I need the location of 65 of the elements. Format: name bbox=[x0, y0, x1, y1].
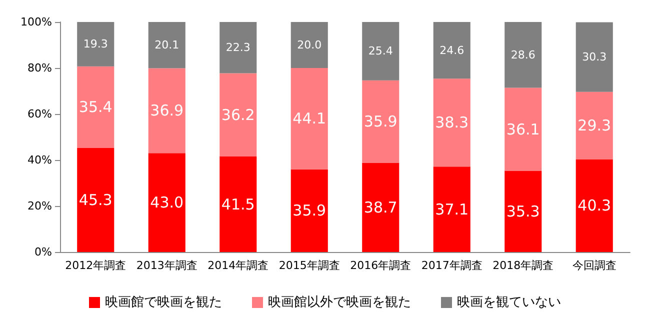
data-label: 29.3 bbox=[578, 116, 612, 135]
bar bbox=[77, 22, 114, 66]
data-label: 37.1 bbox=[435, 200, 469, 218]
bar bbox=[362, 80, 400, 163]
data-label: 35.4 bbox=[78, 98, 112, 116]
data-label: 35.9 bbox=[292, 202, 326, 220]
bar bbox=[77, 148, 114, 252]
bar bbox=[576, 22, 613, 92]
bar bbox=[290, 68, 328, 170]
data-label: 40.3 bbox=[578, 196, 612, 215]
y-tick-label: 40% bbox=[28, 154, 52, 166]
bar bbox=[504, 88, 542, 171]
data-label: 45.3 bbox=[78, 190, 112, 209]
data-label: 24.6 bbox=[440, 44, 464, 57]
bar bbox=[77, 66, 114, 148]
data-label: 35.9 bbox=[364, 112, 398, 131]
y-tick-label: 100% bbox=[20, 16, 52, 28]
bar bbox=[148, 68, 186, 154]
bar bbox=[433, 78, 470, 167]
x-tick-label: 2016年調査 bbox=[350, 259, 412, 272]
bar bbox=[362, 22, 400, 80]
data-label: 44.1 bbox=[292, 110, 326, 128]
bar bbox=[220, 73, 257, 157]
bar bbox=[576, 92, 613, 160]
x-tick-label: 2018年調査 bbox=[492, 259, 554, 272]
data-label: 41.5 bbox=[221, 195, 255, 214]
x-tick-label: 2015年調査 bbox=[278, 259, 340, 272]
x-tick-label: 2017年調査 bbox=[421, 259, 482, 272]
data-label: 36.2 bbox=[221, 106, 255, 124]
bar bbox=[362, 162, 400, 252]
data-label: 28.6 bbox=[510, 48, 536, 62]
x-tick-label: 今回調査 bbox=[572, 259, 616, 272]
bar bbox=[148, 22, 186, 68]
y-tick-label: 20% bbox=[28, 200, 52, 212]
data-label: 30.3 bbox=[582, 50, 607, 64]
bar bbox=[504, 22, 542, 88]
legend-label: 映画館以外で映画を観た bbox=[268, 295, 411, 310]
data-label: 20.1 bbox=[154, 38, 180, 52]
bar bbox=[148, 153, 186, 252]
data-label: 43.0 bbox=[150, 194, 184, 212]
y-tick-label: 80% bbox=[28, 62, 52, 74]
bar bbox=[504, 170, 542, 252]
x-tick-label: 2013年調査 bbox=[136, 259, 198, 272]
bar bbox=[433, 166, 470, 252]
legend-label: 映画を観ていない bbox=[457, 295, 561, 310]
data-label: 20.0 bbox=[297, 38, 322, 52]
data-label: 38.7 bbox=[364, 198, 398, 216]
bar bbox=[290, 169, 328, 252]
data-label: 19.3 bbox=[83, 38, 108, 51]
bar bbox=[576, 159, 613, 252]
data-label: 22.3 bbox=[226, 41, 250, 54]
y-tick-label: 0% bbox=[34, 246, 52, 258]
data-label: 36.1 bbox=[506, 120, 540, 138]
data-label: 35.3 bbox=[506, 202, 540, 220]
bar bbox=[220, 22, 257, 74]
x-tick-label: 2012年調査 bbox=[65, 259, 126, 272]
bar bbox=[220, 156, 257, 252]
y-tick-label: 60% bbox=[28, 108, 52, 120]
bar bbox=[290, 22, 328, 68]
legend-label: 映画館で映画を観た bbox=[105, 295, 222, 310]
data-label: 38.3 bbox=[435, 114, 469, 132]
data-label: 25.4 bbox=[368, 44, 393, 58]
data-label: 36.9 bbox=[150, 102, 184, 120]
x-tick-label: 2014年調査 bbox=[208, 259, 269, 272]
bar bbox=[433, 22, 470, 79]
